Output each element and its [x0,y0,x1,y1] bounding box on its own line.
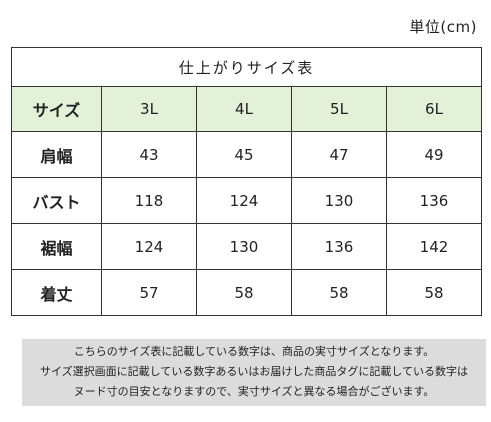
table-title-row: 仕上がりサイズ表 [11,47,482,87]
table-row: 着丈 57 58 58 58 [11,269,482,316]
unit-label: 単位(cm) [409,18,477,36]
table-cell: 118 [101,177,197,224]
size-header-cell: 5L [291,86,387,132]
table-cell: 43 [101,131,197,178]
table-cell: 58 [196,269,292,316]
table-cell: 142 [386,223,482,270]
table-row: 裾幅 124 130 136 142 [11,223,482,270]
table-cell: 130 [291,177,387,224]
note-line: ヌード寸の目安となりますので、実寸サイズと異なる場合がございます。 [73,385,435,398]
size-table: 仕上がりサイズ表 サイズ 3L 4L 5L 6L 肩幅 43 45 47 49 … [11,47,482,316]
table-header-row: サイズ 3L 4L 5L 6L [11,86,482,132]
table-cell: 58 [386,269,482,316]
size-note-box: こちらのサイズ表に記載している数字は、商品の実寸サイズとなります。 サイズ選択画… [22,339,486,406]
size-header-cell: 4L [196,86,292,132]
row-label-length: 着丈 [11,269,102,316]
table-cell: 45 [196,131,292,178]
table-cell: 130 [196,223,292,270]
note-line: こちらのサイズ表に記載している数字は、商品の実寸サイズとなります。 [73,345,435,358]
size-header-label: サイズ [11,86,102,132]
size-header-cell: 6L [386,86,482,132]
table-row: バスト 118 124 130 136 [11,177,482,224]
table-cell: 124 [196,177,292,224]
row-label-bust: バスト [11,177,102,224]
table-cell: 47 [291,131,387,178]
table-cell: 57 [101,269,197,316]
table-cell: 58 [291,269,387,316]
table-cell: 136 [386,177,482,224]
row-label-shoulder-width: 肩幅 [11,131,102,178]
table-row: 肩幅 43 45 47 49 [11,131,482,178]
note-line: サイズ選択画面に記載している数字あるいはお届けした商品タグに記載している数字は [39,365,468,378]
table-cell: 49 [386,131,482,178]
size-header-cell: 3L [101,86,197,132]
table-title: 仕上がりサイズ表 [11,47,482,87]
table-cell: 136 [291,223,387,270]
row-label-hem-width: 裾幅 [11,223,102,270]
table-cell: 124 [101,223,197,270]
